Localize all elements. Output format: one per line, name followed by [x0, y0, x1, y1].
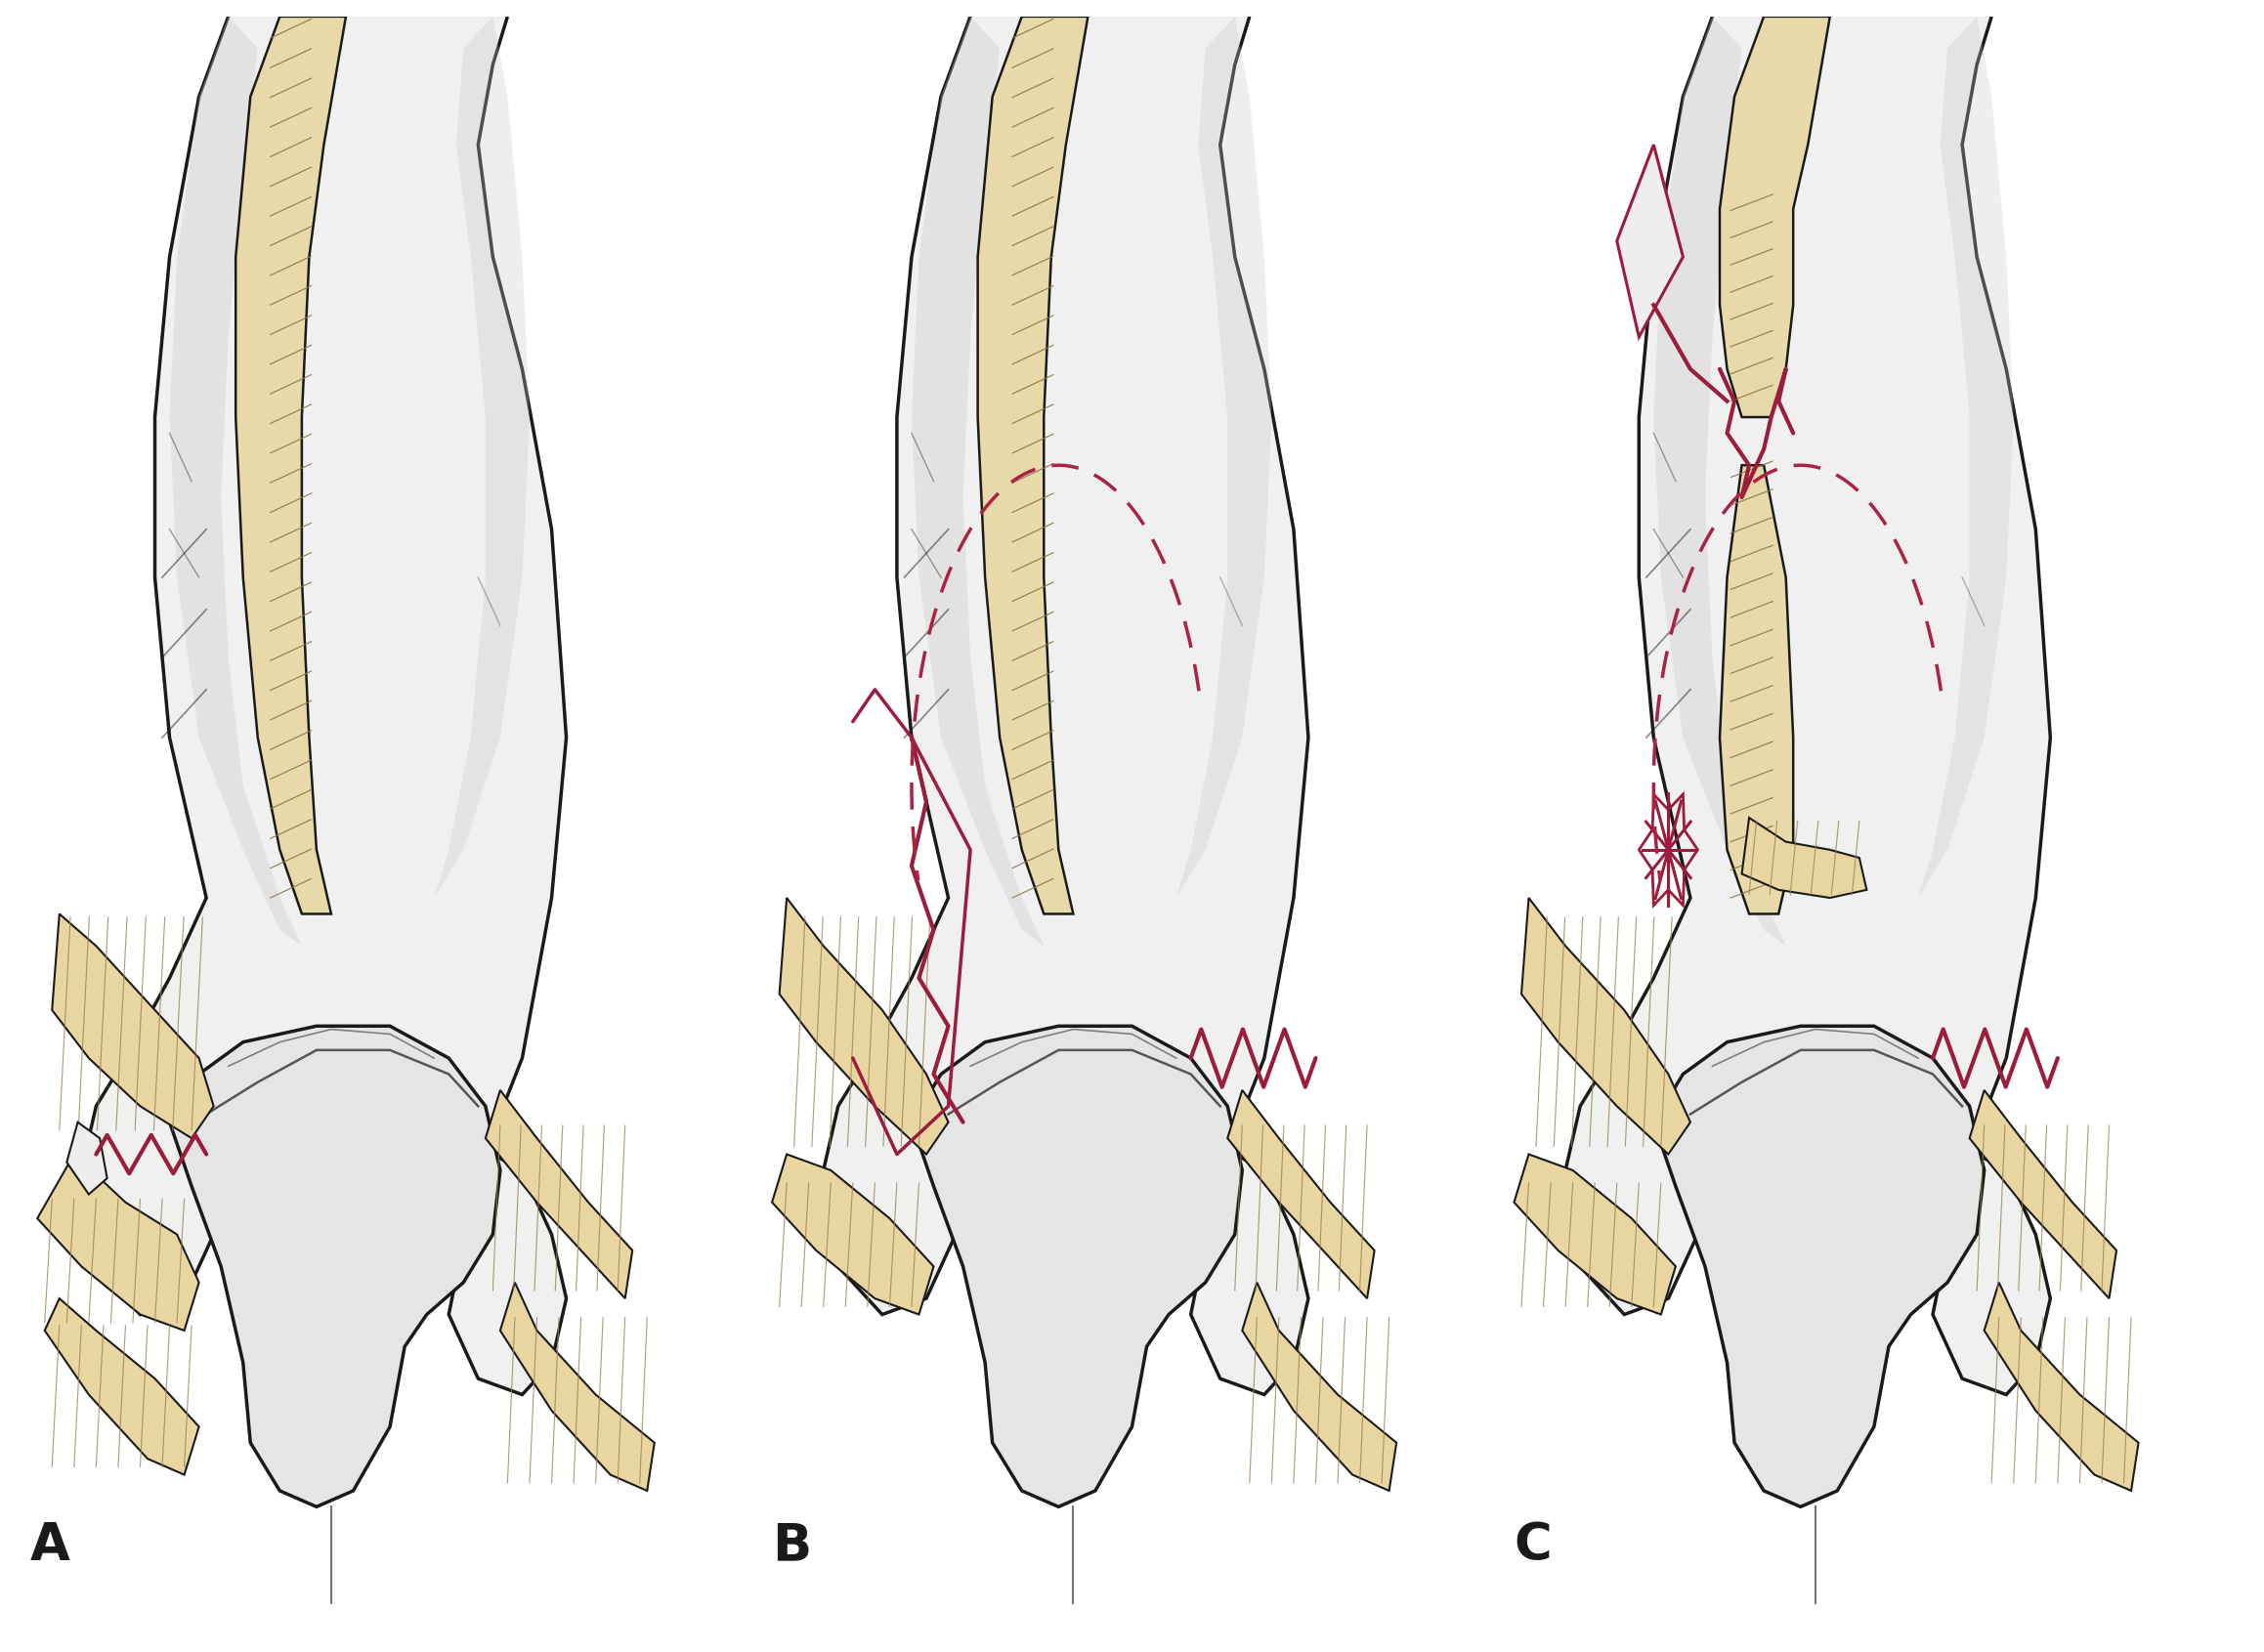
Polygon shape — [235, 17, 346, 914]
Polygon shape — [1175, 17, 1272, 897]
Polygon shape — [484, 1090, 632, 1298]
Polygon shape — [912, 17, 1044, 947]
Polygon shape — [170, 1026, 500, 1507]
Polygon shape — [1227, 1090, 1374, 1298]
Text: B: B — [772, 1520, 811, 1571]
Polygon shape — [435, 17, 530, 897]
Polygon shape — [1521, 897, 1691, 1155]
Text: C: C — [1515, 1520, 1551, 1571]
Polygon shape — [1983, 1282, 2139, 1490]
Polygon shape — [1616, 145, 1682, 337]
Polygon shape — [824, 17, 1309, 1394]
Polygon shape — [66, 1122, 106, 1194]
Polygon shape — [52, 914, 213, 1138]
Polygon shape — [82, 17, 566, 1394]
Polygon shape — [170, 17, 301, 947]
Polygon shape — [1721, 17, 1829, 416]
Polygon shape — [36, 1155, 199, 1330]
Polygon shape — [1918, 17, 2013, 897]
Polygon shape — [45, 1298, 199, 1475]
Polygon shape — [772, 1155, 933, 1315]
Polygon shape — [1515, 1155, 1675, 1315]
Polygon shape — [1564, 17, 2051, 1394]
Polygon shape — [1653, 1026, 1983, 1507]
Polygon shape — [1721, 466, 1793, 914]
Polygon shape — [912, 1026, 1243, 1507]
Polygon shape — [1243, 1282, 1397, 1490]
Polygon shape — [978, 17, 1089, 914]
Polygon shape — [500, 1282, 654, 1490]
Polygon shape — [779, 897, 949, 1155]
Polygon shape — [1653, 17, 1786, 947]
Polygon shape — [1970, 1090, 2117, 1298]
Text: A: A — [29, 1520, 70, 1571]
Polygon shape — [1741, 818, 1868, 897]
